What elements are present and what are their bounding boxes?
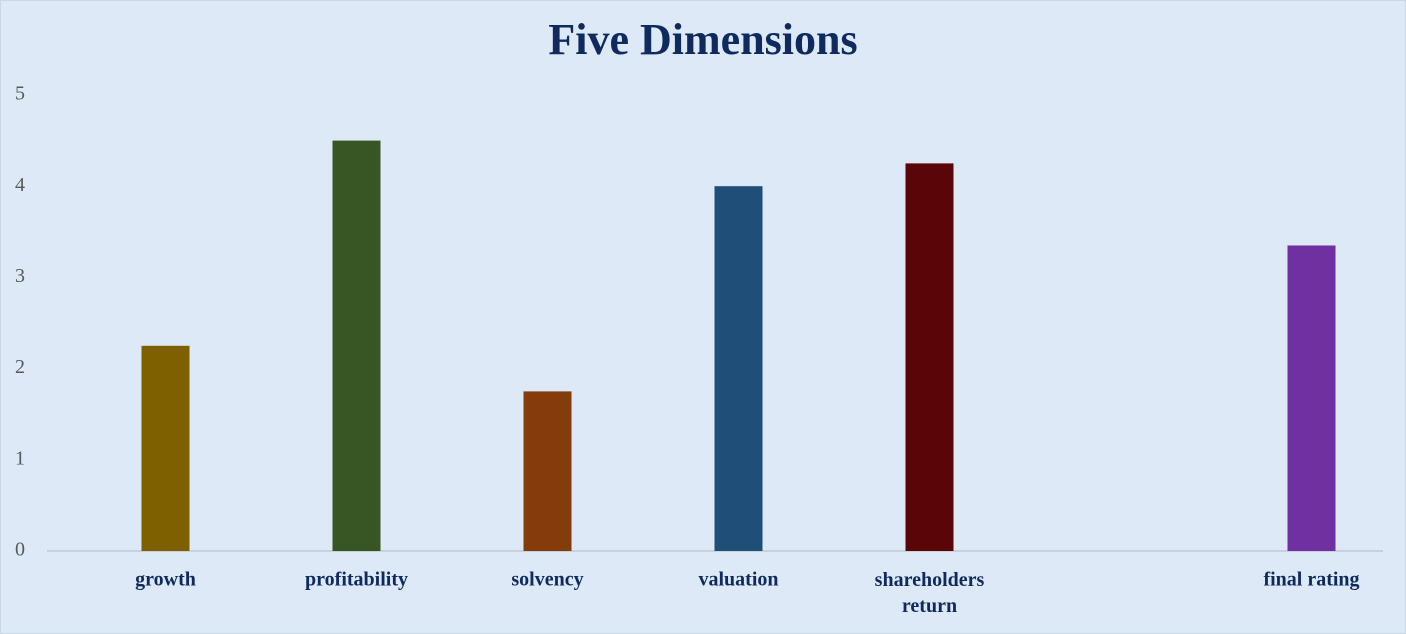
- y-tick-label: 1: [15, 447, 25, 469]
- bar: [905, 163, 954, 551]
- x-tick-label: final rating: [1263, 569, 1359, 591]
- chart-title: Five Dimensions: [548, 15, 857, 64]
- y-tick-label: 5: [15, 83, 25, 105]
- x-tick-label: profitability: [305, 569, 408, 591]
- y-tick-label: 2: [15, 356, 25, 378]
- bar: [332, 140, 381, 551]
- x-tick-label: growth: [135, 569, 196, 591]
- y-tick-label: 3: [15, 265, 25, 287]
- x-tick-label: solvency: [511, 569, 583, 591]
- x-tick-label: valuation: [698, 569, 778, 591]
- bar: [1287, 245, 1336, 552]
- bar: [523, 391, 572, 551]
- x-tick-label: shareholders return: [875, 569, 985, 617]
- y-tick-label: 4: [15, 174, 25, 196]
- bar: [141, 345, 190, 551]
- bar: [714, 186, 763, 551]
- y-tick-label: 0: [15, 539, 25, 561]
